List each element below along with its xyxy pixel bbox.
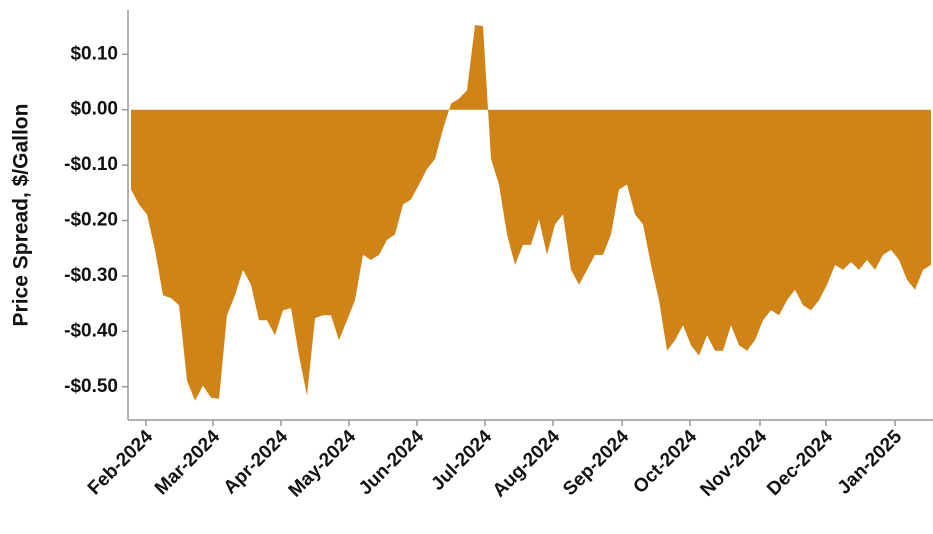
x-tick-label: Aug-2024: [489, 426, 565, 502]
x-tick-label: May-2024: [285, 426, 361, 502]
x-tick-label: Feb-2024: [84, 426, 157, 499]
x-tick-label: Oct-2024: [629, 426, 701, 498]
x-tick-label: Dec-2024: [763, 426, 837, 500]
x-tick-label: Apr-2024: [220, 426, 293, 499]
y-tick-label: -$0.10: [64, 154, 118, 175]
y-tick-label: -$0.30: [64, 265, 118, 286]
y-tick-label: -$0.40: [64, 320, 118, 341]
x-tick-label: Jun-2024: [355, 426, 428, 499]
x-tick-label: Nov-2024: [696, 426, 771, 501]
y-axis-title: Price Spread, $/Gallon: [10, 104, 33, 327]
y-tick-label: $0.00: [70, 99, 118, 120]
x-tick-label: Sep-2024: [559, 426, 633, 500]
y-tick-label: -$0.50: [64, 376, 118, 397]
x-tick-label: Mar-2024: [151, 426, 224, 499]
area: [131, 25, 931, 401]
x-tick-label: Jan-2025: [834, 426, 907, 499]
x-tick-label: Jul-2024: [427, 426, 496, 495]
y-tick-label: -$0.20: [64, 210, 118, 231]
y-tick-label: $0.10: [70, 43, 118, 64]
